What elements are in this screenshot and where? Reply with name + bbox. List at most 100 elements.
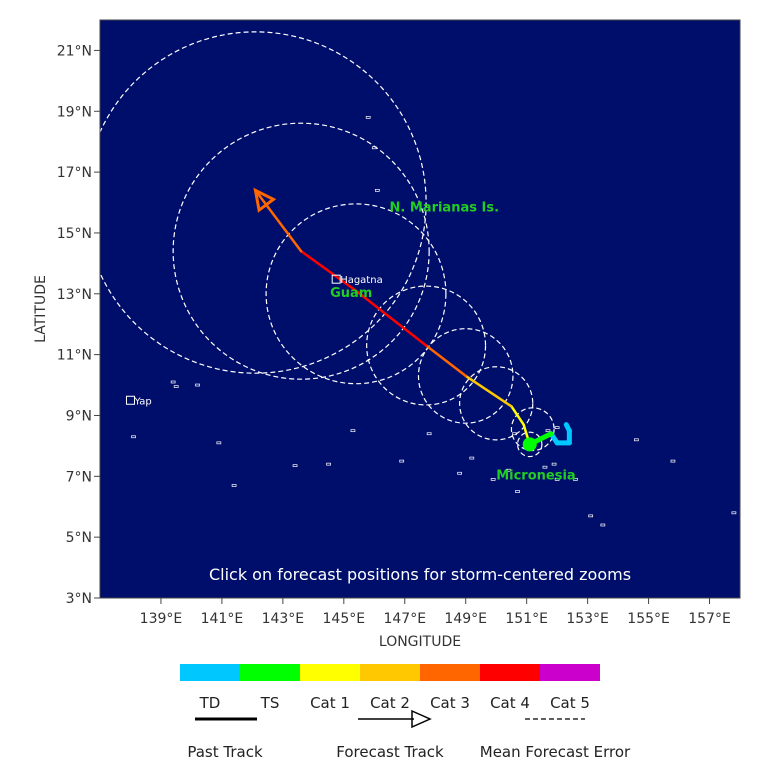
x-axis-title: LONGITUDE <box>379 634 461 650</box>
city-label: Hagatna <box>340 275 383 286</box>
error-circle <box>172 122 430 380</box>
forecast-track-segment <box>254 189 303 253</box>
forecast-track-segment <box>354 289 428 347</box>
island <box>350 429 356 433</box>
category-swatch <box>180 664 240 681</box>
category-swatch <box>420 664 480 681</box>
error-circle <box>459 366 534 441</box>
place-markers: Yap Hagatna <box>125 274 383 407</box>
forecast-position-point[interactable] <box>458 368 474 384</box>
error-circle <box>417 328 514 424</box>
error-circle <box>366 285 487 406</box>
island <box>542 465 548 469</box>
error-circle <box>100 31 427 374</box>
island <box>374 189 380 192</box>
current-storm-position-icon <box>522 437 537 452</box>
category-label: Cat 5 <box>550 694 590 712</box>
error-circle <box>265 203 447 385</box>
region-label: N. Marianas Is. <box>390 201 500 216</box>
forecast-position-point[interactable] <box>247 182 263 198</box>
city-label: Yap <box>133 396 151 407</box>
city-marker-icon <box>331 274 341 284</box>
region-label: Micronesia <box>496 468 575 483</box>
island <box>731 511 737 515</box>
category-color-bar <box>180 664 600 681</box>
category-swatch <box>540 664 600 681</box>
island <box>670 459 676 463</box>
y-tick-label: 17°N <box>57 165 92 181</box>
island <box>292 464 298 468</box>
island <box>588 514 594 518</box>
forecast-track-label: Forecast Track <box>336 743 444 759</box>
island <box>515 490 520 493</box>
x-tick-label: 141°E <box>201 611 244 627</box>
legend: TD TS Cat 1 Cat 2 Cat 3 Cat 4 Cat 5 Past Track… <box>180 664 631 759</box>
forecast-position-point[interactable] <box>516 417 532 433</box>
forecast-track-segment <box>464 374 513 408</box>
island <box>490 478 496 481</box>
y-tick-label: 5°N <box>66 530 92 546</box>
forecast-position-point[interactable] <box>418 338 434 354</box>
category-labels: TD TS Cat 1 Cat 2 Cat 3 Cat 4 Cat 5 <box>199 694 590 712</box>
island <box>399 459 405 463</box>
island <box>170 380 176 384</box>
island <box>326 462 331 466</box>
island <box>426 432 432 436</box>
island <box>554 478 560 481</box>
island <box>365 115 371 119</box>
region-labels: N. Marianas Is. Guam Micronesia <box>330 201 576 484</box>
y-tick-label: 21°N <box>57 43 92 59</box>
forecast-track-sample-icon <box>358 709 432 729</box>
y-tick-label: 13°N <box>57 287 92 303</box>
y-tick-label: 9°N <box>66 408 92 424</box>
island <box>545 429 551 433</box>
y-axis-title: LATITUDE <box>33 275 49 343</box>
island <box>600 523 606 527</box>
x-tick-label: 151°E <box>505 611 548 627</box>
x-tick-label: 153°E <box>566 611 609 627</box>
forecast-position-point[interactable] <box>293 243 309 259</box>
storm-tracks <box>253 187 572 452</box>
mean-error-label: Mean Forecast Error <box>480 743 631 759</box>
region-label: Guam <box>330 286 372 301</box>
forecast-arrowhead-icon <box>253 187 277 213</box>
forecast-track-segment <box>424 344 467 378</box>
island <box>573 478 578 481</box>
ocean-background <box>100 20 740 598</box>
category-label: Cat 2 <box>370 694 410 712</box>
island <box>634 438 639 442</box>
category-label: Cat 1 <box>310 694 350 712</box>
category-label: Cat 4 <box>490 694 530 712</box>
category-label: TS <box>260 694 280 712</box>
category-swatch <box>240 664 300 681</box>
past-track-label: Past Track <box>187 743 263 759</box>
y-tick-label: 19°N <box>57 104 92 120</box>
y-tick-label: 3°N <box>66 591 92 607</box>
x-axis: 139°E 141°E 143°E 145°E 147°E 149°E 151°E 153°E… <box>140 598 731 627</box>
x-tick-label: 139°E <box>140 611 183 627</box>
zoom-instruction-banner: Click on forecast positions for storm-ce… <box>209 565 631 584</box>
category-swatch <box>480 664 540 681</box>
category-swatch <box>360 664 420 681</box>
island <box>216 441 222 445</box>
x-tick-label: 155°E <box>627 611 670 627</box>
x-tick-label: 149°E <box>444 611 487 627</box>
x-tick-label: 157°E <box>688 611 731 627</box>
island <box>554 426 560 429</box>
y-tick-label: 7°N <box>66 469 92 485</box>
island <box>469 456 475 460</box>
island <box>131 435 136 439</box>
island <box>173 385 179 388</box>
island <box>231 484 237 487</box>
forecast-position-point[interactable] <box>503 398 519 414</box>
island <box>457 471 462 475</box>
island <box>551 462 557 466</box>
x-tick-label: 147°E <box>383 611 426 627</box>
category-label: TD <box>199 694 221 712</box>
y-axis: 3°N 5°N 7°N 9°N 11°N 13°N 15°N 17°N 19°N 21°N <box>57 43 100 607</box>
forecast-error-circles <box>100 31 555 458</box>
forecast-track-segment <box>299 249 358 292</box>
island <box>195 383 200 387</box>
forecast-track-segment <box>510 405 525 426</box>
